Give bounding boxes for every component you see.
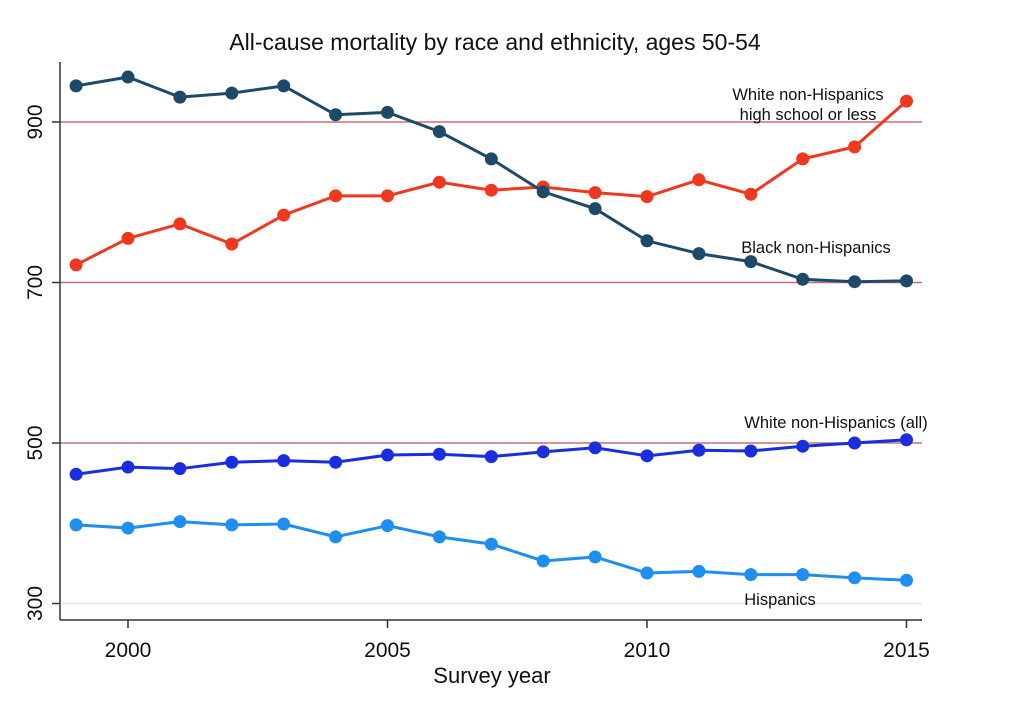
- data-point: [900, 274, 913, 288]
- data-point: [796, 439, 810, 453]
- data-point: [640, 190, 654, 204]
- data-point: [744, 187, 758, 201]
- x-tick-label: 2005: [364, 639, 411, 662]
- data-point: [744, 568, 758, 582]
- y-tick-label: 300: [24, 586, 47, 621]
- data-point: [900, 94, 913, 108]
- series-label: Black non-Hispanics: [741, 239, 890, 257]
- data-point: [277, 517, 291, 531]
- data-point: [848, 140, 862, 154]
- data-point: [588, 550, 602, 564]
- data-point: [900, 573, 913, 587]
- data-point: [692, 173, 706, 187]
- data-point: [536, 445, 550, 459]
- data-point: [277, 208, 291, 222]
- data-point: [588, 441, 602, 455]
- data-point: [277, 454, 291, 468]
- data-point: [796, 568, 810, 582]
- data-point: [329, 530, 343, 544]
- data-point: [69, 518, 83, 532]
- data-point: [484, 450, 498, 464]
- data-point: [796, 152, 810, 166]
- data-point: [329, 455, 343, 469]
- data-point: [173, 462, 187, 476]
- data-point: [69, 258, 83, 272]
- data-point: [900, 433, 913, 447]
- data-point: [381, 189, 394, 203]
- x-tick-label: 2015: [883, 639, 930, 662]
- data-point: [329, 189, 343, 203]
- chart-title: All-cause mortality by race and ethnicit…: [229, 29, 761, 55]
- series-label: White non-Hispanics (all): [744, 414, 927, 432]
- series-label: White non-Hispanics: [732, 86, 883, 104]
- series-label: high school or less: [740, 106, 877, 124]
- data-point: [536, 185, 550, 199]
- data-point: [692, 564, 706, 578]
- data-point: [640, 234, 654, 248]
- data-point: [848, 436, 862, 450]
- data-point: [432, 175, 446, 189]
- data-point: [692, 443, 706, 457]
- data-point: [225, 237, 239, 251]
- data-point: [432, 530, 446, 544]
- y-tick-label: 700: [24, 265, 47, 300]
- data-point: [121, 460, 135, 474]
- data-point: [225, 86, 239, 100]
- data-point: [432, 447, 446, 461]
- data-point: [588, 202, 602, 216]
- data-point: [173, 515, 187, 529]
- data-point: [744, 255, 758, 269]
- series-line: [76, 520, 907, 582]
- data-point: [69, 467, 83, 481]
- data-point: [225, 455, 239, 469]
- data-point: [432, 125, 446, 139]
- data-point: [329, 108, 343, 122]
- data-point: [121, 70, 135, 84]
- data-point: [640, 566, 654, 580]
- data-point: [225, 518, 239, 532]
- data-point: [848, 275, 862, 289]
- data-point: [173, 217, 187, 231]
- x-tick-label: 2000: [105, 639, 152, 662]
- data-point: [484, 183, 498, 197]
- x-tick-label: 2010: [624, 639, 671, 662]
- data-point: [744, 444, 758, 458]
- series-label: Hispanics: [744, 591, 816, 609]
- y-tick-label: 500: [24, 425, 47, 460]
- data-point: [121, 521, 135, 535]
- data-point: [484, 537, 498, 551]
- data-point: [69, 79, 83, 93]
- data-point: [484, 152, 498, 166]
- data-point: [277, 79, 291, 93]
- data-point: [381, 519, 394, 533]
- data-point: [381, 105, 394, 119]
- x-axis-label: Survey year: [433, 663, 550, 688]
- data-point: [173, 90, 187, 104]
- data-point: [121, 231, 135, 245]
- data-point: [640, 449, 654, 463]
- data-point: [848, 571, 862, 585]
- data-point: [536, 554, 550, 568]
- data-point: [588, 186, 602, 200]
- data-point: [381, 448, 394, 462]
- data-point: [796, 272, 810, 286]
- data-point: [692, 247, 706, 261]
- y-tick-label: 900: [24, 104, 47, 139]
